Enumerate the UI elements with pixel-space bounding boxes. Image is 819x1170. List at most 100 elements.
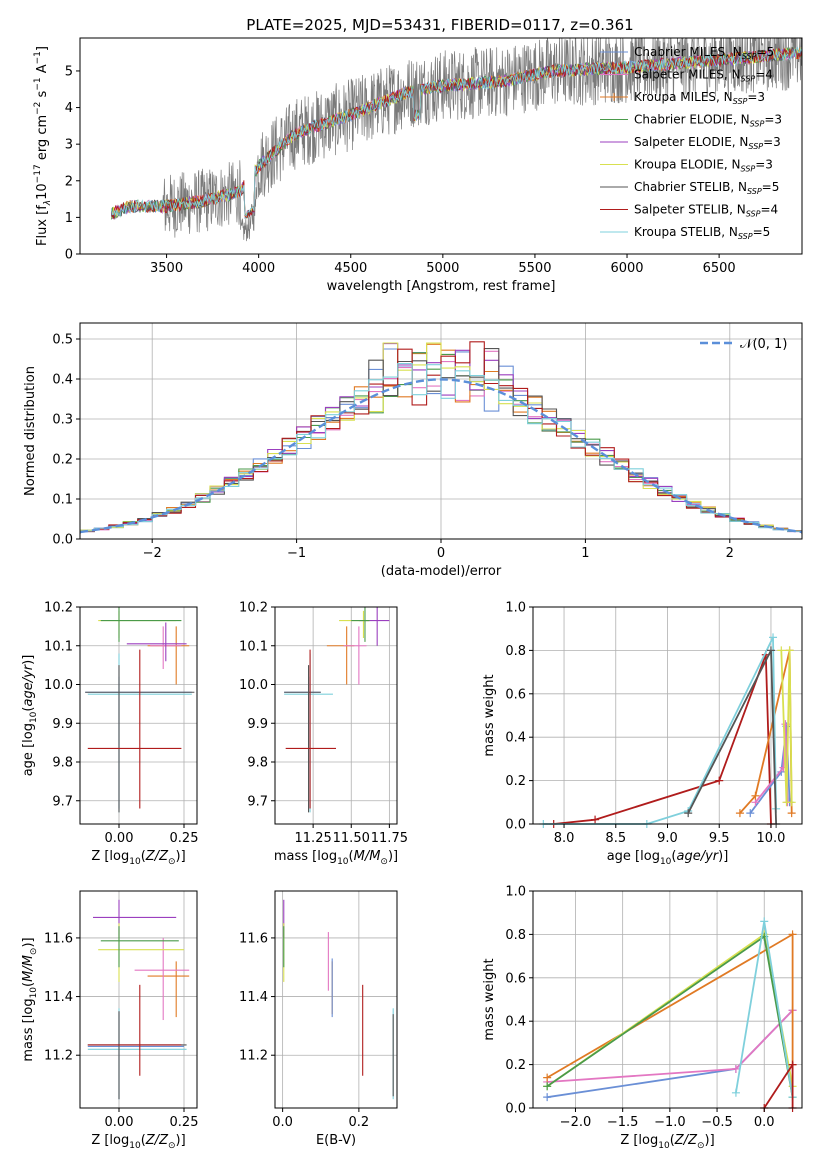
y-tick-label: 1.0 xyxy=(505,885,526,900)
axis-label: age [log10(age/yr)] xyxy=(21,655,39,777)
y-tick-label: 9.7 xyxy=(247,794,268,809)
y-tick-label: 0.2 xyxy=(52,453,73,468)
mass-weight-point xyxy=(543,1093,552,1102)
x-tick-label: 4500 xyxy=(334,261,367,276)
x-tick-label: 11.50 xyxy=(333,831,370,846)
x-tick-label: 0.00 xyxy=(105,831,134,846)
axes-frame xyxy=(274,606,398,825)
legend-label: Kroupa MILES, NSSP=3 xyxy=(634,90,765,106)
x-tick-label: 11.25 xyxy=(295,831,332,846)
mass-weight-point xyxy=(715,776,724,785)
y-tick-label: 11.2 xyxy=(239,1049,268,1064)
y-axis-label: Normed distribution xyxy=(23,366,38,496)
legend-label: Kroupa STELIB, NSSP=5 xyxy=(634,225,770,241)
mass-weight-panel: 8.0 8.5 9.0 9.5 10.0 0.0 0.2 0.4 0.6 0.8 1.0 age [l… xyxy=(482,601,803,867)
legend-label: Salpeter STELIB, NSSP=4 xyxy=(634,203,778,219)
normal-curve xyxy=(79,378,803,534)
legend-label: Chabrier STELIB, NSSP=5 xyxy=(634,180,779,196)
axes-frame xyxy=(79,890,198,1109)
axes-frame xyxy=(274,890,398,1109)
y-tick-label: 0.2 xyxy=(505,774,526,789)
x-tick-label: 10.0 xyxy=(756,831,785,846)
mass-weight-point xyxy=(591,815,600,824)
axis-label: age [log10(age/yr)] xyxy=(607,849,729,867)
y-tick-label: 11.6 xyxy=(239,931,268,946)
errorbar-panel: 11.25 11.50 11.75 9.7 9.8 9.9 10.0 10.1 10.2 mass… xyxy=(239,601,408,868)
y-tick-label: 10.1 xyxy=(239,639,268,654)
mass-weight-point xyxy=(760,917,769,926)
y-tick-label: 0.0 xyxy=(52,533,73,548)
y-tick-label: 10.1 xyxy=(44,639,73,654)
y-axis-label: mass weight xyxy=(482,958,497,1040)
x-tick-label: 4000 xyxy=(242,261,275,276)
x-tick-label: 3500 xyxy=(150,261,183,276)
mass-weight-point xyxy=(543,1073,552,1082)
y-tick-label: 9.9 xyxy=(247,717,268,732)
axis-label: Z [log10(Z/Z⊙)] xyxy=(620,1133,714,1151)
y-axis-label: mass weight xyxy=(482,674,497,756)
x-tick-label: 0.0 xyxy=(754,1115,775,1130)
y-tick-label: 9.8 xyxy=(247,756,268,771)
y-tick-label: 0.6 xyxy=(505,687,526,702)
x-tick-label: 2 xyxy=(726,546,734,561)
y-tick-label: 10.2 xyxy=(44,601,73,616)
x-tick-label: −1 xyxy=(287,546,306,561)
x-tick-label: 0.25 xyxy=(170,1115,199,1130)
legend-label: 𝒩(0, 1) xyxy=(740,337,787,352)
y-tick-label: 10.2 xyxy=(239,601,268,616)
axes-frame xyxy=(79,37,803,255)
y-tick-label: 0.0 xyxy=(505,1102,526,1117)
x-tick-label: 1 xyxy=(581,546,589,561)
x-tick-label: 5500 xyxy=(518,261,551,276)
y-tick-label: 1.0 xyxy=(505,601,526,616)
errorbar-panel: 0.00 0.25 9.7 9.8 9.9 10.0 10.1 10.2 Z [log10(Z/… xyxy=(21,601,198,868)
axis-label: Z [log10(Z/Z⊙)] xyxy=(91,849,185,867)
y-tick-label: 0.8 xyxy=(505,928,526,943)
y-tick-label: 11.6 xyxy=(44,931,73,946)
y-tick-label: 3 xyxy=(65,138,73,153)
x-tick-label: 9.5 xyxy=(709,831,730,846)
mass-weight-point xyxy=(735,809,744,818)
y-tick-label: 9.9 xyxy=(52,717,73,732)
axes-frame xyxy=(79,606,198,825)
mass-weight-line xyxy=(543,637,777,825)
mass-weight-point xyxy=(731,1088,740,1097)
y-tick-label: 0.5 xyxy=(52,333,73,348)
mass-weight-line xyxy=(763,1061,794,1109)
x-axis-label: wavelength [Angstrom, rest frame] xyxy=(327,279,556,294)
axes-frame xyxy=(532,890,803,1109)
axis-label: mass [log10(M/M⊙)] xyxy=(21,937,39,1061)
y-tick-label: 9.8 xyxy=(52,756,73,771)
spectrum-panel: 3500 4000 4500 5000 5500 6000 6500 0 1 2 3 4 5 wavele… xyxy=(33,37,803,294)
x-tick-label: −1.5 xyxy=(607,1115,639,1130)
y-tick-label: 0 xyxy=(65,248,73,263)
figure-title: PLATE=2025, MJD=53431, FIBERID=0117, z=0… xyxy=(246,16,633,34)
residual-histogram xyxy=(80,363,802,534)
x-tick-label: −2.0 xyxy=(560,1115,592,1130)
spectrum-legend: Chabrier MILES, NSSP=5 Salpeter MILES, NS… xyxy=(600,45,782,241)
mass-weight-point xyxy=(788,1060,797,1069)
x-tick-label: 5000 xyxy=(426,261,459,276)
errorbar-panel: 0.0 0.2 11.2 11.4 11.6 E(B-V) xyxy=(239,890,398,1148)
mass-weight-line xyxy=(780,650,793,803)
errorbar-panel: 0.00 0.25 11.2 11.4 11.6 Z [log10(Z/Z⊙)] mass … xyxy=(21,890,199,1151)
x-tick-label: 9.0 xyxy=(657,831,678,846)
y-tick-label: 4 xyxy=(65,101,73,116)
x-tick-label: 8.0 xyxy=(554,831,575,846)
mass-weight-point xyxy=(684,809,693,818)
model-spectrum xyxy=(110,46,802,218)
mass-weight-line xyxy=(553,654,772,825)
mass-weight-point xyxy=(785,646,794,655)
x-tick-label: −0.5 xyxy=(701,1115,733,1130)
x-tick-label: 0.2 xyxy=(349,1115,370,1130)
legend-label: Chabrier MILES, NSSP=5 xyxy=(634,45,774,61)
x-axis-label: (data-model)/error xyxy=(381,564,502,579)
x-tick-label: −2 xyxy=(143,546,162,561)
mass-weight-point xyxy=(769,633,778,642)
y-tick-label: 0.2 xyxy=(505,1058,526,1073)
x-tick-label: 0.00 xyxy=(105,1115,134,1130)
mass-weight-point xyxy=(543,1082,552,1091)
mass-weight-point xyxy=(788,930,797,939)
y-tick-label: 0.3 xyxy=(52,413,73,428)
mass-weight-point xyxy=(731,1064,740,1073)
